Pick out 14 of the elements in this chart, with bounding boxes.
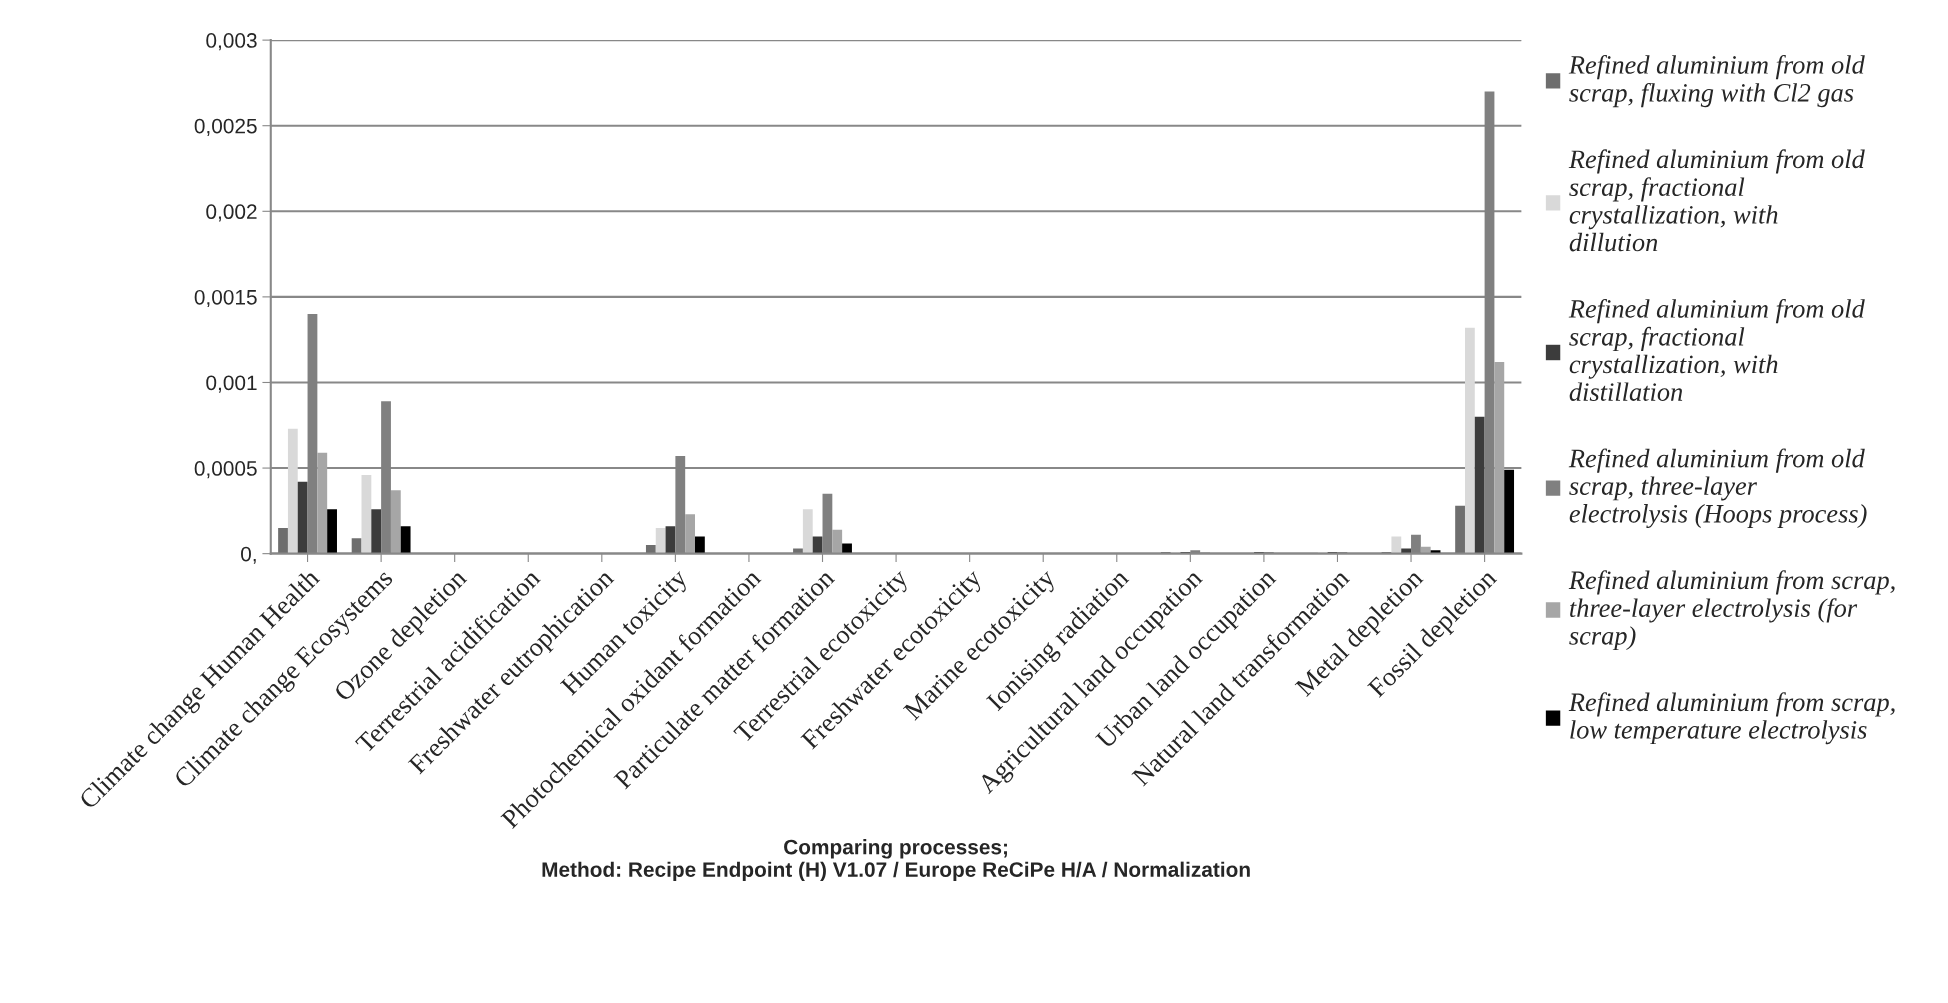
legend-label: Refined aluminium from old scrap, fluxing with Cl2 gas [1568, 55, 1865, 108]
y-tick-label: 0,003 [206, 33, 257, 51]
y-tick-label: 0,0025 [194, 118, 257, 136]
legend-label: Refined aluminium from old scrap, fractional crystallization, with distillation [1568, 298, 1865, 401]
y-tick-label: 0,0005 [194, 461, 257, 479]
y-tick-label: 0,0015 [194, 289, 257, 308]
y-tick-label: 0, [241, 546, 256, 564]
y-tick-label: 0,002 [206, 204, 257, 222]
legend-label: Refined aluminium from old scrap, fractional crystallization, with dillution [1568, 149, 1865, 252]
legend-label: Refined aluminium from scrap, three-layer electrolysis (for scrap) [1568, 570, 1895, 651]
y-tick-label: 0,001 [206, 375, 257, 393]
legend-label: Refined aluminium from old scrap, three-layer electrolysis (Hoops process) [1568, 448, 1867, 529]
legend-label: Refined aluminium from scrap, low temperature electrolysis [1568, 692, 1895, 745]
x-axis-title: Comparing processes; Method: Recipe Endpoint (H) V1.07 / Europe ReCiPe H/A / Normalization [542, 839, 1250, 882]
